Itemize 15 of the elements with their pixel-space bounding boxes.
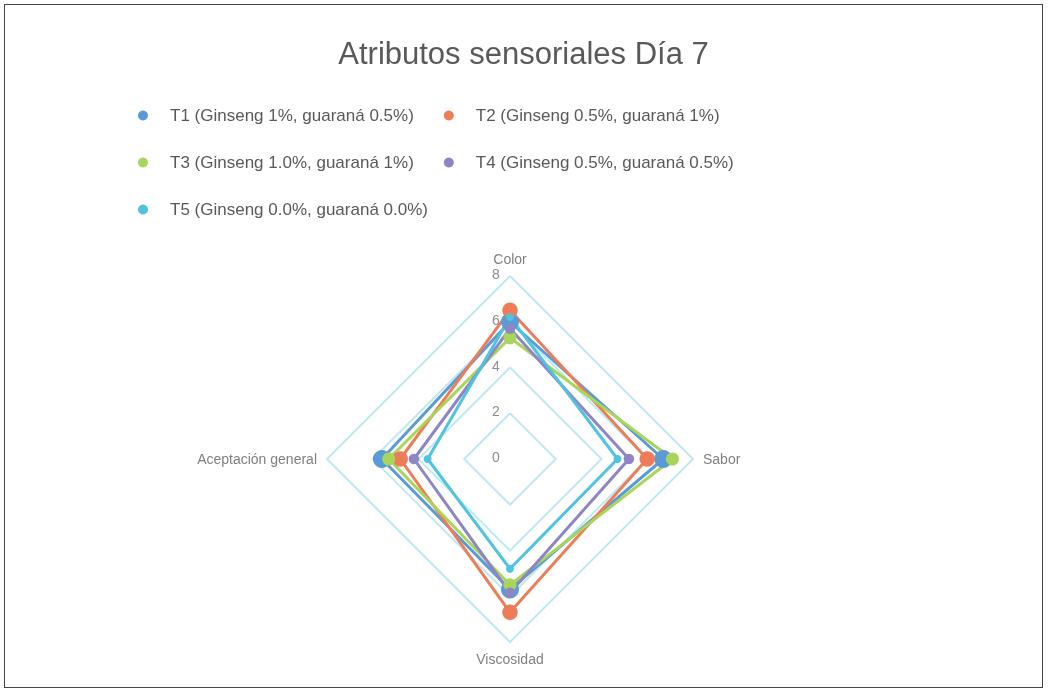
chart-title: Atributos sensoriales Día 7: [338, 36, 709, 71]
spoke-label: Aceptación general: [197, 451, 317, 467]
legend-label: T3 (Ginseng 1.0%, guaraná 1%): [170, 153, 414, 172]
y-tick-label: 4: [491, 357, 500, 374]
spoke-label: Viscosidad: [476, 651, 544, 667]
spoke-label: Color: [493, 251, 528, 267]
legend-label: T5 (Ginseng 0.0%, guaraná 0.0%): [170, 200, 428, 219]
legend-label: T2 (Ginseng 0.5%, guaraná 1%): [475, 106, 720, 125]
legend-label: T1 (Ginseng 1%, guaraná 0.5%): [170, 106, 414, 125]
y-tick-label: 6: [491, 311, 500, 328]
y-tick-label: 0: [491, 449, 500, 465]
legend-label: T4 (Ginseng 0.5%, guaraná 0.5%): [475, 153, 734, 172]
spoke-label: Sabor: [703, 451, 741, 467]
y-tick-label: 2: [491, 403, 500, 420]
y-tick-label: 8: [491, 266, 500, 282]
